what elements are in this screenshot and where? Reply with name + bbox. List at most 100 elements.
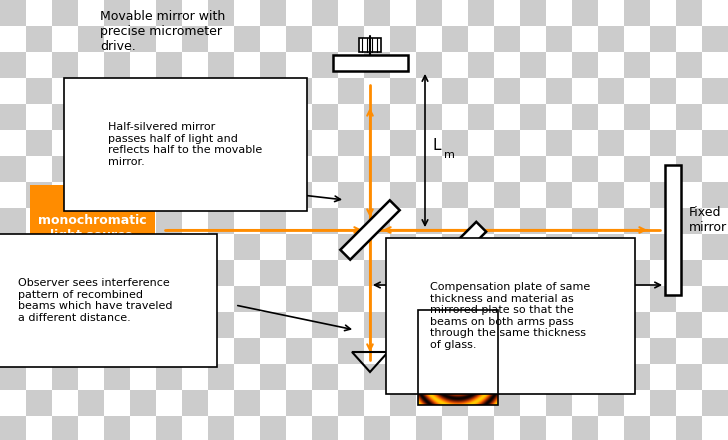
Bar xyxy=(156,156,182,182)
Bar xyxy=(260,182,286,208)
Bar xyxy=(0,0,26,26)
Bar xyxy=(338,234,364,260)
Bar xyxy=(468,104,494,130)
Bar xyxy=(286,104,312,130)
Bar xyxy=(546,156,572,182)
Bar xyxy=(260,364,286,390)
Bar xyxy=(364,156,390,182)
Bar xyxy=(286,260,312,286)
Bar xyxy=(156,78,182,104)
Bar xyxy=(312,208,338,234)
Bar xyxy=(208,390,234,416)
Bar xyxy=(130,0,156,26)
Bar xyxy=(676,52,702,78)
Bar xyxy=(624,234,650,260)
Bar xyxy=(624,130,650,156)
Bar xyxy=(208,260,234,286)
Bar xyxy=(418,310,498,405)
Bar xyxy=(359,38,381,52)
Bar xyxy=(468,416,494,440)
Bar xyxy=(416,78,442,104)
Bar xyxy=(390,0,416,26)
Bar xyxy=(390,416,416,440)
Bar xyxy=(494,234,520,260)
Text: L: L xyxy=(433,138,441,153)
Bar xyxy=(468,364,494,390)
Bar xyxy=(546,130,572,156)
Bar xyxy=(676,234,702,260)
Bar xyxy=(156,26,182,52)
Bar xyxy=(52,416,78,440)
Bar xyxy=(260,208,286,234)
Bar xyxy=(650,130,676,156)
Bar xyxy=(26,130,52,156)
Bar xyxy=(30,185,155,257)
Bar xyxy=(286,364,312,390)
Bar xyxy=(234,338,260,364)
Bar xyxy=(234,364,260,390)
Bar xyxy=(182,182,208,208)
Bar xyxy=(260,156,286,182)
Bar xyxy=(546,208,572,234)
Bar xyxy=(624,52,650,78)
Bar xyxy=(312,286,338,312)
Bar xyxy=(702,52,728,78)
Bar xyxy=(650,156,676,182)
Bar xyxy=(52,234,78,260)
Bar xyxy=(520,52,546,78)
Bar xyxy=(702,286,728,312)
Bar xyxy=(624,78,650,104)
Bar xyxy=(520,390,546,416)
Bar xyxy=(234,312,260,338)
Bar xyxy=(468,130,494,156)
Polygon shape xyxy=(340,200,400,260)
Bar xyxy=(442,208,468,234)
Bar xyxy=(546,0,572,26)
Bar xyxy=(650,52,676,78)
Bar xyxy=(468,156,494,182)
Bar xyxy=(338,104,364,130)
Bar xyxy=(702,312,728,338)
Bar xyxy=(0,78,26,104)
Bar xyxy=(26,104,52,130)
Bar xyxy=(52,52,78,78)
Bar xyxy=(312,0,338,26)
Text: Fixed
mirror: Fixed mirror xyxy=(689,206,727,234)
Bar xyxy=(208,26,234,52)
Bar xyxy=(546,390,572,416)
Bar xyxy=(520,182,546,208)
Bar xyxy=(624,156,650,182)
Bar xyxy=(442,130,468,156)
Bar xyxy=(572,208,598,234)
Bar xyxy=(52,104,78,130)
Bar xyxy=(416,156,442,182)
Bar xyxy=(416,260,442,286)
Bar xyxy=(364,182,390,208)
Bar xyxy=(234,26,260,52)
Bar xyxy=(78,104,104,130)
Bar xyxy=(702,364,728,390)
Bar xyxy=(390,52,416,78)
Bar xyxy=(0,260,26,286)
Bar xyxy=(676,156,702,182)
Bar xyxy=(364,208,390,234)
Bar xyxy=(572,390,598,416)
Bar xyxy=(442,260,468,286)
Bar xyxy=(390,286,416,312)
Bar xyxy=(312,338,338,364)
Bar xyxy=(260,286,286,312)
Bar xyxy=(156,286,182,312)
Bar xyxy=(364,390,390,416)
Bar xyxy=(286,390,312,416)
Bar xyxy=(468,208,494,234)
Bar xyxy=(598,182,624,208)
Bar xyxy=(598,130,624,156)
Bar xyxy=(364,0,390,26)
Bar xyxy=(338,286,364,312)
Bar xyxy=(130,104,156,130)
Bar xyxy=(130,182,156,208)
Bar xyxy=(442,286,468,312)
Bar xyxy=(468,312,494,338)
Bar xyxy=(598,416,624,440)
Bar xyxy=(572,130,598,156)
